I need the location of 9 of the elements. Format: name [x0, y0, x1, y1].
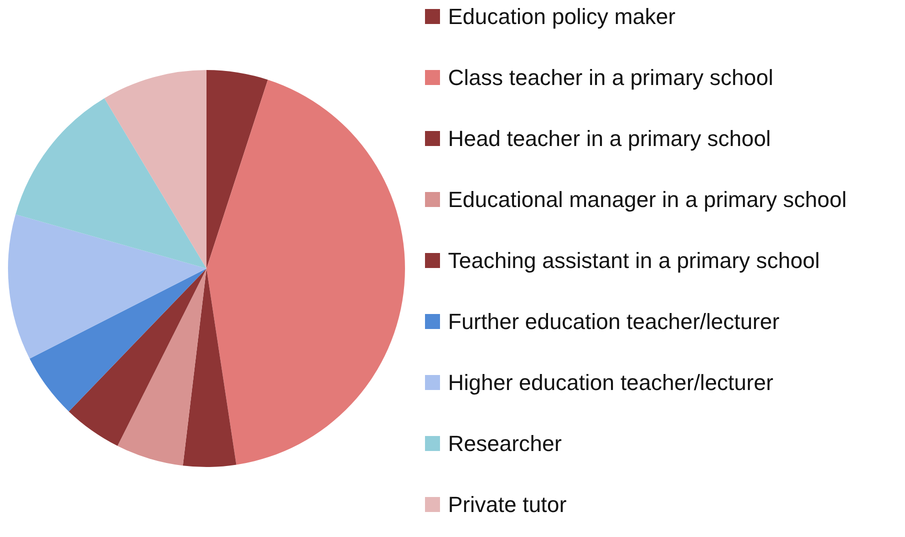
legend-label: Educational manager in a primary school	[448, 186, 847, 212]
legend-label: Further education teacher/lecturer	[448, 308, 780, 334]
legend-label: Private tutor	[448, 492, 567, 518]
legend-label: Teaching assistant in a primary school	[448, 248, 820, 274]
legend-label: Higher education teacher/lecturer	[448, 370, 774, 396]
legend-label: Education policy maker	[448, 4, 676, 30]
legend-label: Head teacher in a primary school	[448, 126, 771, 152]
legend-label: Class teacher in a primary school	[448, 64, 774, 90]
legend-label: Researcher	[448, 430, 562, 456]
